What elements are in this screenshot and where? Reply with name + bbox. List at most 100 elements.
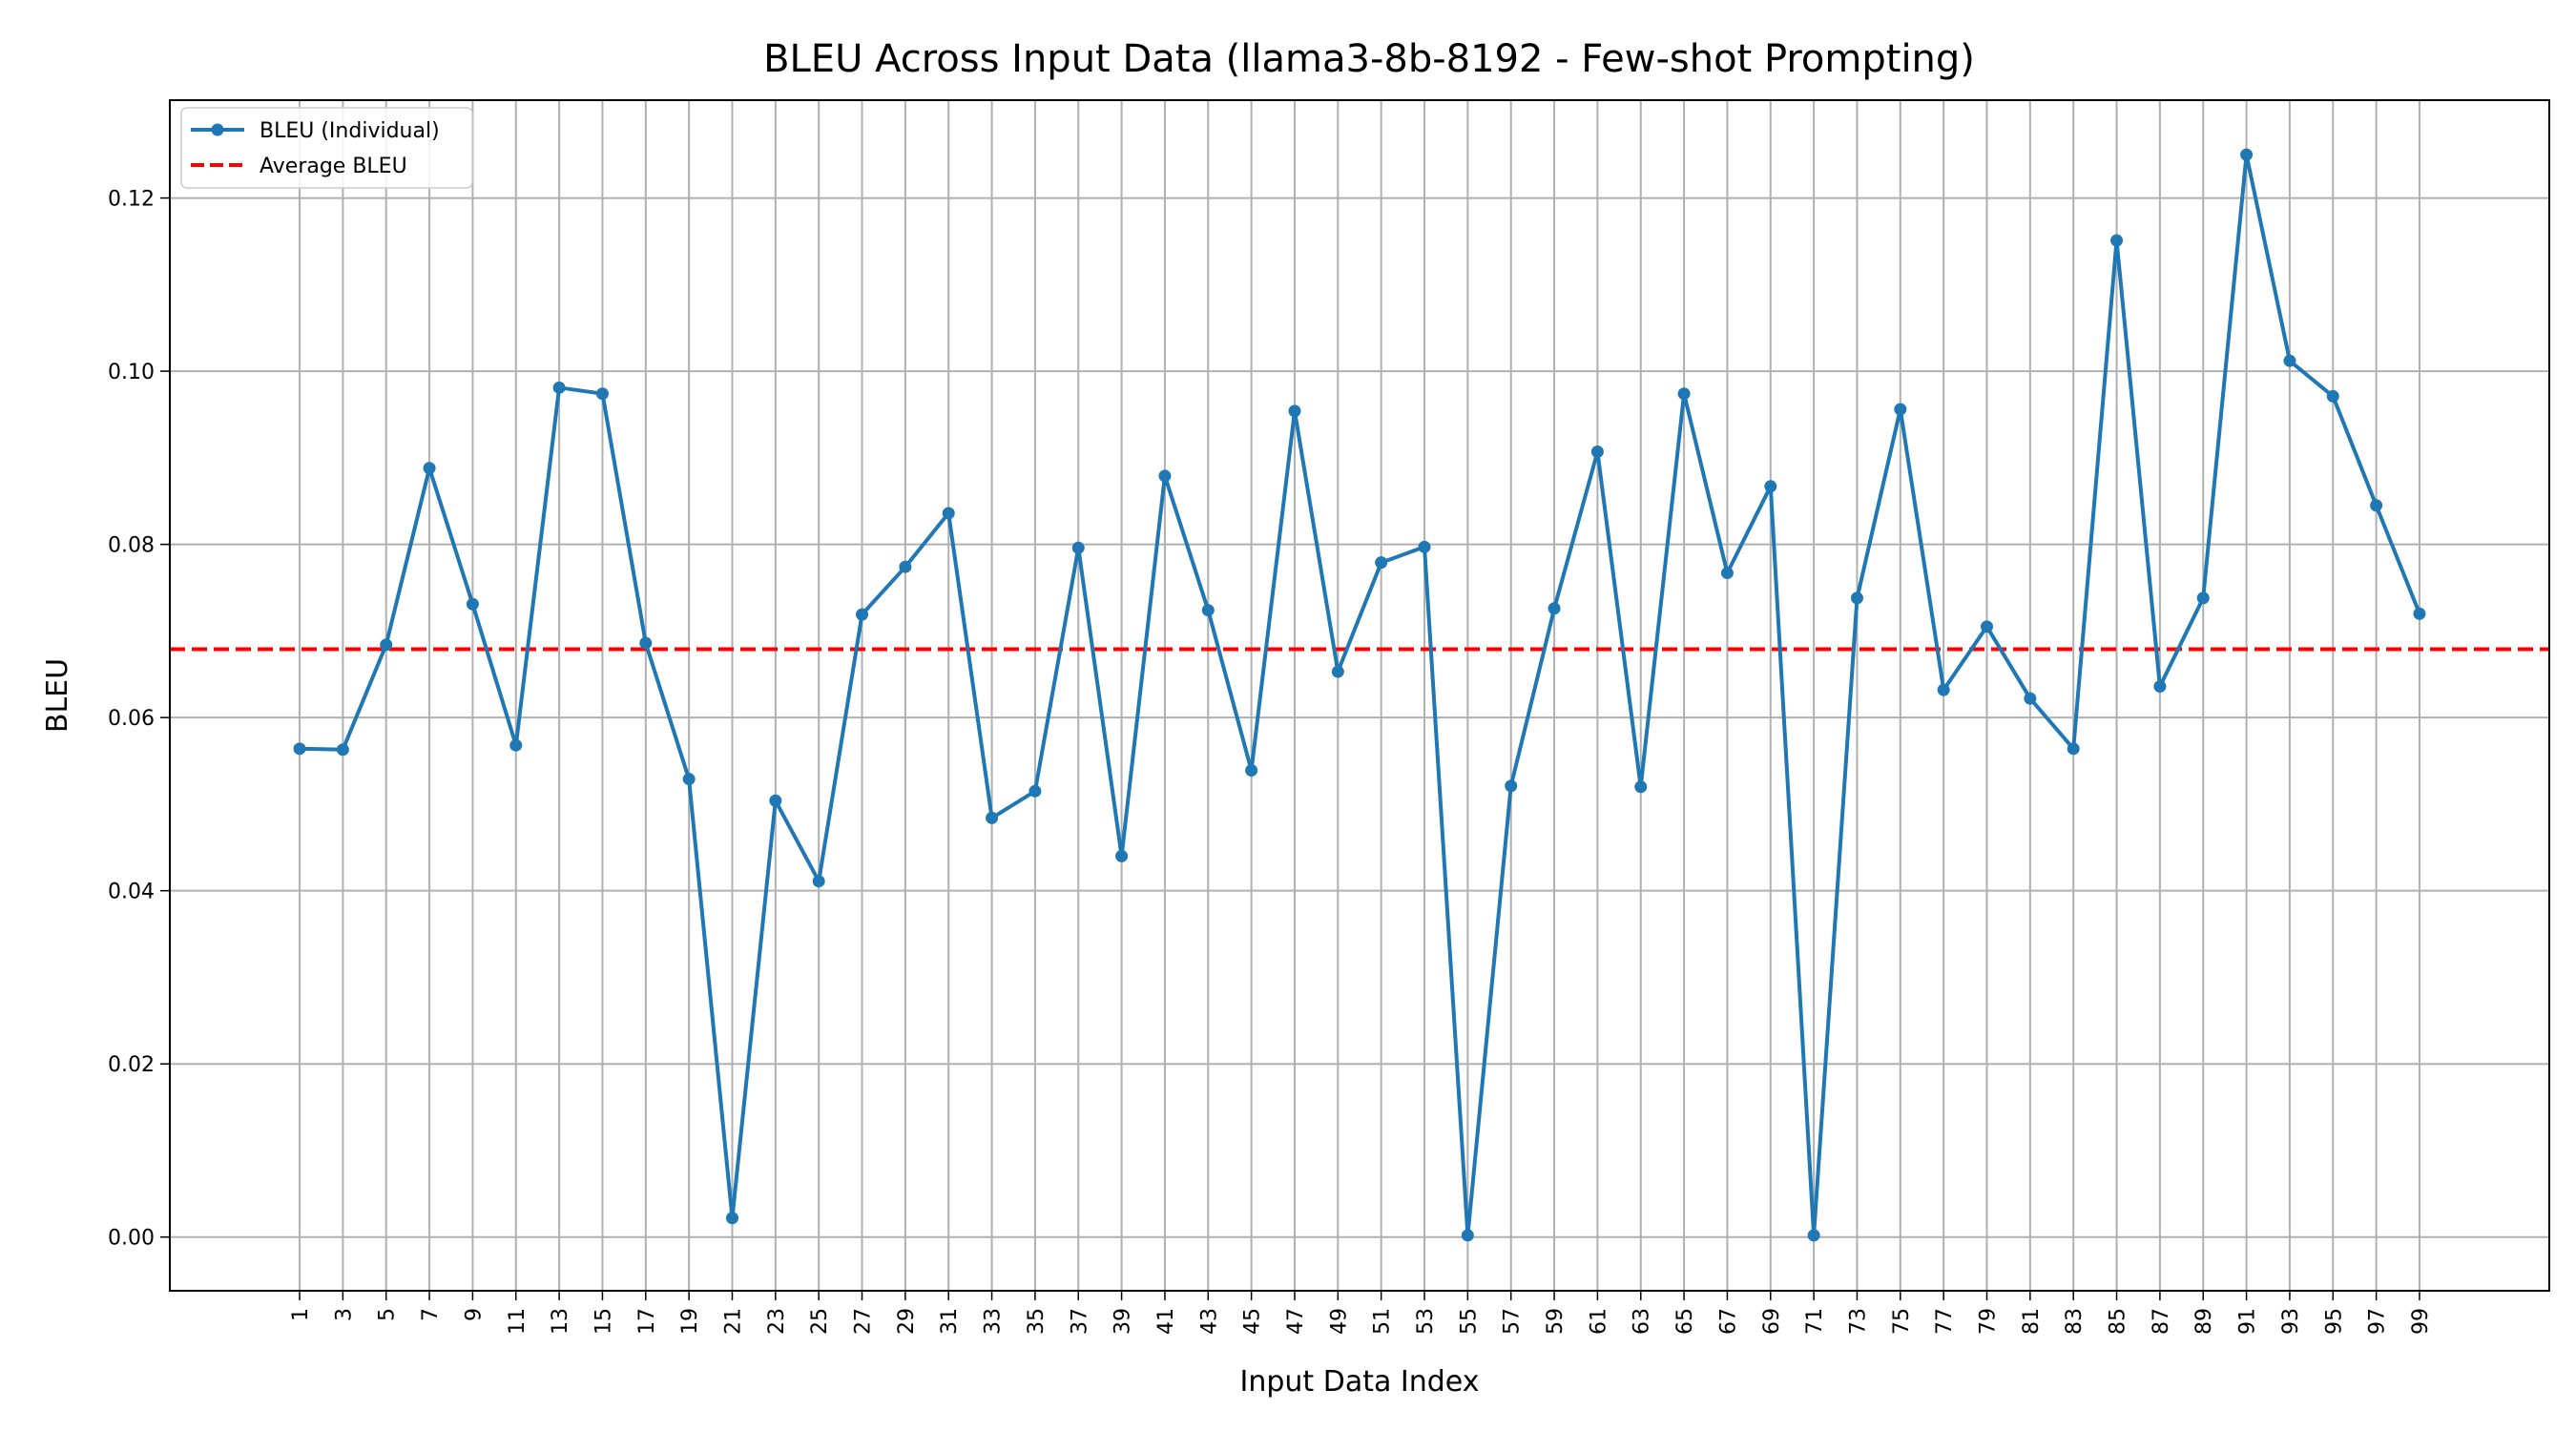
x-tick-label: 89: [2192, 1308, 2216, 1335]
bleu-individual-line: [299, 153, 2421, 1237]
x-tick-label: 3: [332, 1308, 356, 1321]
data-point: [1677, 387, 1691, 401]
x-tick-label: 83: [2063, 1308, 2087, 1335]
grid-lines: [170, 100, 2549, 1291]
x-tick-label: 67: [1716, 1308, 1740, 1335]
data-point: [1937, 683, 1950, 696]
data-point: [1720, 567, 1734, 580]
x-tick-label: 23: [765, 1308, 789, 1335]
x-tick-label: 49: [1327, 1308, 1351, 1335]
x-tick-label: 45: [1241, 1308, 1265, 1335]
data-point: [2067, 742, 2080, 756]
data-point: [1590, 446, 1604, 459]
data-point: [2024, 692, 2037, 705]
data-point: [1028, 784, 1042, 798]
y-tick-label: 0.04: [108, 881, 155, 904]
y-tick-label: 0.00: [108, 1227, 155, 1251]
y-tick-label: 0.10: [108, 361, 155, 384]
data-point: [1245, 764, 1258, 778]
x-tick-label: 53: [1414, 1308, 1438, 1335]
x-tick-label: 17: [635, 1308, 659, 1335]
data-point: [1418, 540, 1431, 553]
chart-title: BLEU Across Input Data (llama3-8b-8192 -…: [763, 37, 1975, 81]
data-point: [380, 638, 393, 652]
x-tick-label: 91: [2236, 1308, 2260, 1335]
x-tick-label: 43: [1197, 1308, 1221, 1335]
x-tick-label: 97: [2366, 1308, 2390, 1335]
data-point: [682, 773, 696, 786]
data-point: [466, 597, 479, 611]
data-point: [2110, 234, 2124, 247]
x-tick-label: 31: [938, 1308, 962, 1335]
y-axis-ticks: 0.00 0.02 0.04 0.06 0.08 0.10 0.12: [108, 188, 170, 1251]
legend-label-average: Average BLEU: [260, 155, 407, 178]
x-tick-label: 77: [1933, 1308, 1957, 1335]
x-tick-label: 7: [419, 1308, 443, 1321]
x-tick-label: 51: [1371, 1308, 1395, 1335]
x-tick-label: 61: [1587, 1308, 1610, 1335]
legend-box: [180, 107, 473, 189]
x-tick-label: 41: [1154, 1308, 1178, 1335]
x-tick-label: 1: [289, 1308, 313, 1321]
data-point: [293, 742, 306, 756]
data-point: [1981, 620, 1994, 633]
data-point: [552, 381, 566, 394]
data-point: [2240, 148, 2254, 161]
x-tick-label: 79: [1977, 1308, 2001, 1335]
data-point: [1115, 849, 1129, 862]
data-point: [2413, 607, 2426, 620]
data-point: [1850, 591, 1863, 605]
x-tick-label: 35: [1025, 1308, 1049, 1335]
data-point: [1548, 602, 1561, 615]
data-point: [2370, 499, 2383, 512]
x-tick-label: 37: [1068, 1308, 1091, 1335]
x-tick-label: 65: [1673, 1308, 1697, 1335]
legend: BLEU (Individual) Average BLEU: [180, 107, 473, 189]
data-point: [2196, 591, 2210, 605]
x-tick-label: 47: [1284, 1308, 1308, 1335]
data-point: [639, 636, 653, 650]
x-tick-label: 93: [2279, 1308, 2303, 1335]
x-tick-label: 59: [1544, 1308, 1568, 1335]
data-point: [1375, 556, 1388, 570]
x-tick-label: 69: [1760, 1308, 1784, 1335]
data-point: [1158, 469, 1172, 483]
data-point: [1894, 403, 1907, 416]
x-tick-label: 57: [1501, 1308, 1525, 1335]
data-point: [1288, 404, 1301, 418]
y-tick-label: 0.02: [108, 1053, 155, 1077]
x-tick-label: 63: [1631, 1308, 1654, 1335]
legend-marker-individual: [211, 123, 224, 136]
x-tick-label: 9: [462, 1308, 486, 1321]
data-point: [2326, 389, 2339, 403]
y-tick-label: 0.06: [108, 707, 155, 731]
x-tick-label: 75: [1890, 1308, 1914, 1335]
data-point: [1764, 480, 1777, 493]
x-tick-label: 73: [1846, 1308, 1870, 1335]
x-tick-label: 85: [2107, 1308, 2130, 1335]
x-tick-label: 11: [506, 1308, 530, 1335]
data-point: [856, 608, 869, 621]
x-tick-label: 29: [895, 1308, 919, 1335]
x-tick-label: 99: [2409, 1308, 2433, 1335]
y-tick-label: 0.12: [108, 188, 155, 212]
data-point: [899, 560, 912, 573]
plot-frame: [169, 99, 2550, 1292]
x-axis-ticks: 1 3 5 7 9 11 13 15 17 19 21 23 25 27 29 31 33 35 37 39 41 43 4…: [289, 1291, 2433, 1335]
data-point: [1807, 1229, 1820, 1242]
x-tick-label: 33: [982, 1308, 1006, 1335]
x-tick-label: 39: [1111, 1308, 1135, 1335]
data-point: [942, 507, 955, 520]
x-tick-label: 13: [549, 1308, 572, 1335]
x-tick-label: 27: [852, 1308, 876, 1335]
legend-label-individual: BLEU (Individual): [260, 119, 440, 143]
data-point: [595, 387, 609, 401]
data-point: [1331, 665, 1344, 678]
x-tick-label: 21: [721, 1308, 745, 1335]
data-point: [509, 738, 523, 752]
data-point: [1071, 541, 1085, 554]
data-point: [986, 811, 999, 824]
data-point: [2283, 354, 2296, 367]
x-tick-label: 5: [376, 1308, 400, 1321]
data-point: [812, 875, 825, 888]
